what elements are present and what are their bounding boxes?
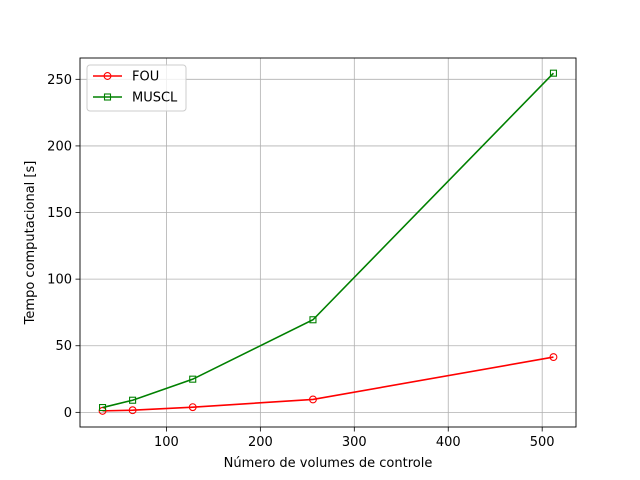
- y-tick-label: 200: [47, 139, 72, 154]
- plot-frame: [79, 57, 577, 428]
- x-axis-label: Número de volumes de controle: [224, 456, 433, 471]
- x-tick-label: 100: [154, 435, 179, 450]
- x-tick-label: 500: [530, 435, 555, 450]
- data-point-muscl: [129, 396, 137, 404]
- series-line-muscl: [102, 72, 555, 409]
- data-point-fou: [128, 406, 137, 415]
- data-point-fou: [549, 353, 558, 362]
- y-tick-label: 100: [47, 273, 72, 288]
- y-tick-label: 250: [47, 73, 72, 88]
- legend-marker-muscl: [103, 93, 112, 101]
- grid-lines: [80, 58, 576, 427]
- y-axis-label: Tempo computacional [s]: [23, 161, 38, 326]
- data-point-fou: [309, 395, 317, 404]
- series-muscl: [98, 69, 558, 412]
- y-tick-label: 50: [55, 339, 72, 354]
- x-tick-label: 300: [342, 435, 367, 450]
- legend-label-fou: FOU: [132, 70, 159, 85]
- data-point-muscl: [309, 316, 317, 324]
- series-line-fou: [102, 356, 554, 412]
- series-layer: [98, 69, 558, 415]
- y-tick-label: 150: [47, 206, 72, 221]
- series-fou: [98, 353, 558, 415]
- legend: FOU MUSCL: [86, 64, 187, 112]
- x-tick-label: 200: [248, 435, 273, 450]
- y-tick-label: 0: [64, 406, 72, 421]
- data-point-muscl: [189, 375, 197, 383]
- legend-marker-fou: [103, 72, 112, 80]
- legend-label-muscl: MUSCL: [132, 91, 178, 106]
- x-tick-label: 400: [436, 435, 461, 450]
- axis-ticks: 100 200 300 400 500 0 50 100 150 200 250: [47, 73, 554, 450]
- data-point-muscl: [549, 69, 558, 77]
- data-point-fou: [188, 403, 197, 412]
- data-point-muscl: [98, 404, 107, 412]
